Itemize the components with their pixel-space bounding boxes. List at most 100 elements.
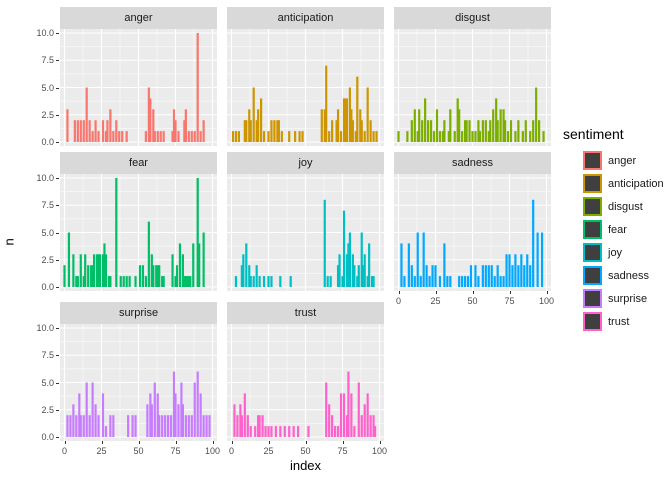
bar-surprise bbox=[72, 404, 75, 437]
bar-anticipation bbox=[369, 120, 372, 142]
bar-trust bbox=[357, 382, 360, 437]
bar-fear bbox=[98, 254, 102, 287]
bar-surprise bbox=[181, 404, 184, 437]
bar-disgust bbox=[432, 131, 436, 142]
x-tick-mark bbox=[546, 291, 548, 294]
bar-fear bbox=[91, 265, 94, 287]
bar-fear bbox=[183, 276, 186, 287]
bar-joy bbox=[252, 276, 255, 287]
bar-fear bbox=[79, 254, 82, 287]
facet-strip-trust: trust bbox=[227, 302, 384, 324]
bar-joy bbox=[267, 276, 270, 287]
bar-fear bbox=[152, 265, 155, 287]
bar-trust bbox=[369, 415, 372, 437]
bar-disgust bbox=[492, 109, 495, 142]
bar-surprise bbox=[190, 415, 193, 437]
bar-anger bbox=[125, 131, 128, 142]
x-tick-label: 25 bbox=[263, 446, 274, 456]
bar-anticipation bbox=[280, 131, 283, 142]
legend-item-label: surprise bbox=[608, 292, 648, 305]
bar-sadness bbox=[481, 265, 484, 287]
bar-anger bbox=[177, 131, 180, 142]
y-tick-label: 7.5 bbox=[41, 55, 54, 66]
bar-anticipation bbox=[354, 131, 357, 142]
bar-fear bbox=[155, 265, 158, 287]
bar-anger bbox=[106, 120, 109, 142]
bar-anticipation bbox=[234, 131, 238, 142]
bar-disgust bbox=[443, 120, 446, 142]
bar-sadness bbox=[434, 265, 437, 287]
bar-sadness bbox=[469, 265, 473, 287]
x-tick-mark bbox=[509, 291, 511, 294]
y-tick-label: 10.0 bbox=[36, 173, 54, 183]
bar-disgust bbox=[487, 131, 490, 142]
bar-trust bbox=[236, 415, 239, 437]
bar-surprise bbox=[149, 393, 152, 437]
x-tick-mark bbox=[379, 441, 381, 444]
y-tick-label: 7.5 bbox=[41, 200, 54, 211]
bar-surprise bbox=[85, 382, 88, 437]
bar-disgust bbox=[406, 131, 409, 142]
legend-key-swatch-fear bbox=[583, 220, 602, 239]
bar-anger bbox=[152, 109, 155, 142]
bar-surprise bbox=[180, 382, 183, 437]
bar-surprise bbox=[202, 415, 205, 437]
bar-disgust bbox=[464, 120, 467, 142]
bar-disgust bbox=[418, 109, 421, 142]
bar-disgust bbox=[538, 120, 541, 142]
bar-disgust bbox=[416, 131, 419, 142]
bar-surprise bbox=[79, 415, 82, 437]
x-tick-label: 75 bbox=[170, 446, 181, 456]
bar-joy bbox=[323, 199, 326, 287]
x-tick-label: 100 bbox=[538, 296, 555, 306]
legend: sentiment anger anticipation disgust fear jo… bbox=[562, 126, 672, 333]
x-tick-label: 0 bbox=[228, 446, 234, 456]
bar-disgust bbox=[484, 120, 487, 142]
bar-surprise bbox=[134, 415, 137, 437]
bar-anticipation bbox=[363, 131, 366, 142]
bar-disgust bbox=[535, 87, 538, 142]
x-tick-label: 50 bbox=[133, 446, 144, 456]
facet-strip-joy: joy bbox=[227, 152, 384, 174]
bar-disgust bbox=[474, 131, 477, 142]
bar-disgust bbox=[509, 120, 513, 142]
bar-joy bbox=[289, 276, 292, 287]
x-tick-label: 0 bbox=[61, 446, 67, 456]
bar-sadness bbox=[484, 265, 487, 287]
bar-trust bbox=[240, 415, 243, 437]
bar-joy bbox=[345, 254, 349, 287]
facet-strip-anger: anger bbox=[60, 7, 217, 29]
bar-fear bbox=[162, 276, 165, 287]
y-tick-mark bbox=[56, 205, 59, 207]
bar-joy bbox=[240, 265, 243, 287]
bar-trust bbox=[366, 393, 369, 437]
bar-anger bbox=[115, 120, 118, 142]
bar-trust bbox=[233, 404, 236, 437]
bar-fear bbox=[72, 254, 75, 287]
bar-sadness bbox=[511, 265, 514, 287]
bar-anticipation bbox=[249, 120, 252, 142]
bar-fear bbox=[107, 276, 110, 287]
bar-fear bbox=[171, 254, 174, 287]
bar-joy bbox=[249, 276, 252, 287]
bar-surprise bbox=[196, 371, 199, 437]
bar-anger bbox=[121, 131, 124, 142]
bar-anticipation bbox=[276, 120, 279, 142]
bar-sadness bbox=[461, 276, 464, 287]
bar-anticipation bbox=[262, 131, 266, 142]
x-tick-label: 100 bbox=[371, 446, 388, 456]
bar-fear bbox=[141, 265, 145, 287]
bar-joy bbox=[258, 276, 261, 287]
bar-fear bbox=[184, 276, 187, 287]
bar-anger bbox=[76, 120, 79, 142]
x-tick-label: 75 bbox=[504, 296, 515, 306]
bar-fear bbox=[75, 276, 78, 287]
bar-anticipation bbox=[366, 87, 369, 142]
bar-fear bbox=[181, 254, 184, 287]
bar-anticipation bbox=[255, 120, 258, 142]
bar-surprise bbox=[66, 415, 69, 437]
bar-fear bbox=[84, 254, 87, 287]
bar-sadness bbox=[466, 276, 470, 287]
bar-fear bbox=[76, 276, 79, 287]
bar-fear bbox=[161, 276, 164, 287]
